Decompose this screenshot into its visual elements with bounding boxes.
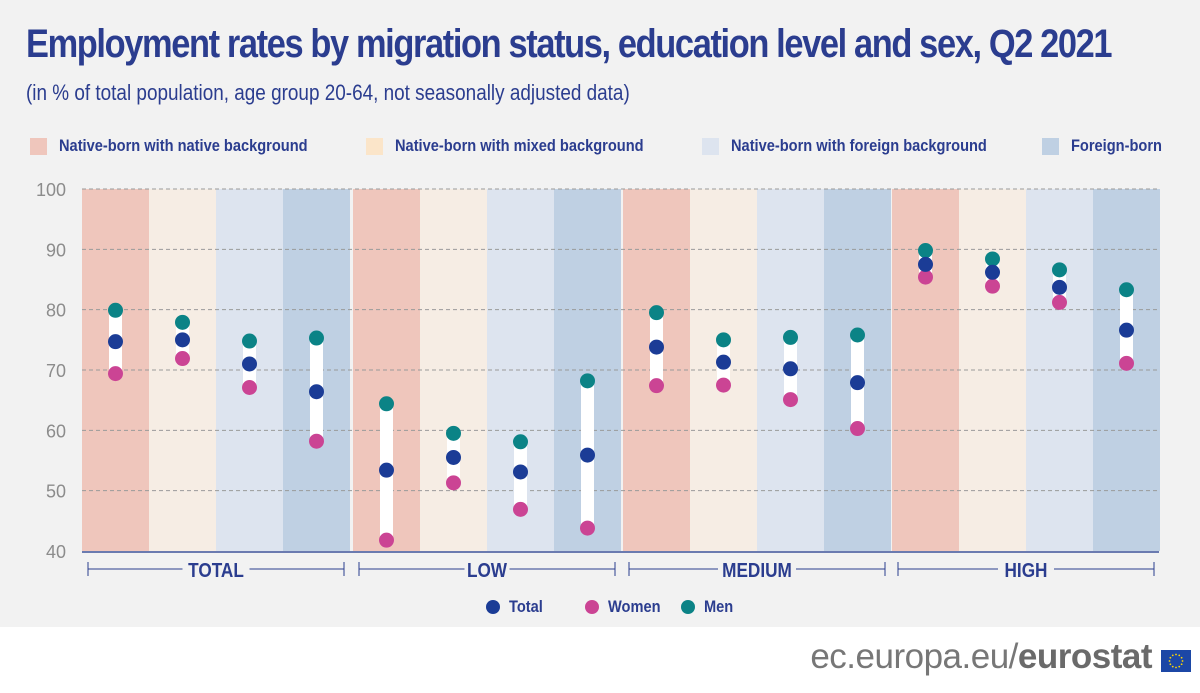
legend-label: Native-born with foreign background	[731, 136, 987, 155]
women-data-point	[783, 392, 798, 408]
legend-item-foreign-background: Native-born with foreign background	[702, 136, 1029, 156]
total-data-point	[716, 354, 731, 370]
women-data-point	[580, 520, 595, 536]
group-label-bg	[464, 561, 510, 577]
men-data-point	[580, 373, 595, 389]
total-data-point	[108, 334, 123, 350]
women-dot-icon	[585, 600, 599, 614]
legend-item-native-background: Native-born with native background	[30, 136, 348, 156]
legend-swatch	[702, 137, 719, 155]
men-data-point	[985, 251, 1000, 267]
legend-swatch	[366, 137, 383, 155]
url-brand: eurostat	[1017, 637, 1153, 676]
y-tick-label: 80	[46, 301, 66, 321]
y-tick-label: 90	[46, 240, 66, 260]
dot-range-chart: 40 50 60 70 80 90 100 TOTAL LOW MEDIUM HIGH	[36, 180, 1160, 582]
men-data-point	[783, 329, 798, 345]
men-data-point	[513, 434, 528, 450]
y-tick-label: 70	[46, 361, 66, 381]
men-data-point	[850, 327, 865, 343]
men-data-point	[242, 333, 257, 349]
total-data-point	[309, 384, 324, 400]
legend-label: Foreign-born	[1071, 136, 1162, 155]
total-data-point	[985, 264, 1000, 280]
total-dot-icon	[486, 600, 500, 614]
total-data-point	[1119, 322, 1134, 338]
total-data-point	[918, 256, 933, 272]
legend-label: Total	[509, 597, 543, 616]
legend-swatch	[30, 137, 47, 155]
total-data-point	[1052, 279, 1067, 295]
total-data-point	[446, 449, 461, 465]
y-tick-label: 60	[46, 421, 66, 441]
legend-label: Native-born with mixed background	[395, 136, 644, 155]
women-data-point	[446, 475, 461, 491]
y-tick-label: 50	[46, 482, 66, 502]
total-data-point	[850, 375, 865, 391]
men-data-point	[379, 396, 394, 412]
women-data-point	[513, 501, 528, 517]
total-data-point	[580, 447, 595, 463]
url-prefix: ec.europa.eu/	[810, 637, 1018, 676]
men-data-point	[1119, 282, 1134, 298]
women-data-point	[649, 378, 664, 394]
legend-label: Native-born with native background	[59, 136, 308, 155]
chart-title: Employment rates by migration status, ed…	[26, 22, 1113, 66]
legend-item-men: Men	[681, 597, 738, 617]
total-data-point	[783, 361, 798, 377]
category-legend: Native-born with native background Nativ…	[30, 136, 1170, 158]
legend-item-women: Women	[585, 597, 669, 617]
total-data-point	[379, 462, 394, 478]
women-data-point	[242, 379, 257, 395]
women-data-point	[108, 366, 123, 382]
men-data-point	[716, 332, 731, 348]
eurostat-url[interactable]: ec.europa.eu/eurostat	[810, 637, 1152, 677]
women-data-point	[175, 351, 190, 367]
men-data-point	[108, 302, 123, 318]
men-data-point	[309, 330, 324, 346]
legend-item-mixed-background: Native-born with mixed background	[366, 136, 684, 156]
legend-item-total: Total	[486, 597, 548, 617]
women-data-point	[309, 433, 324, 449]
group-label: HIGH	[1005, 559, 1048, 582]
women-data-point	[379, 532, 394, 548]
series-legend: Total Women Men	[0, 597, 1200, 619]
legend-label: Men	[704, 597, 734, 616]
total-data-point	[175, 332, 190, 348]
men-data-point	[918, 243, 933, 259]
men-data-point	[446, 425, 461, 441]
legend-swatch	[1042, 137, 1059, 155]
total-data-point	[242, 356, 257, 372]
women-data-point	[850, 421, 865, 437]
women-data-point	[985, 278, 1000, 294]
total-data-point	[649, 339, 664, 355]
men-dot-icon	[681, 600, 695, 614]
women-data-point	[1119, 355, 1134, 371]
women-data-point	[1052, 294, 1067, 310]
legend-item-foreign-born: Foreign-born	[1042, 136, 1177, 156]
women-data-point	[918, 269, 933, 285]
group-label-bg	[718, 561, 796, 577]
y-tick-label: 40	[46, 542, 66, 562]
total-data-point	[513, 464, 528, 480]
group-label: MEDIUM	[722, 559, 792, 582]
men-data-point	[175, 314, 190, 330]
group-label-bg	[998, 561, 1054, 577]
men-data-point	[1052, 262, 1067, 278]
footer: ec.europa.eu/eurostat	[0, 627, 1200, 693]
group-label: LOW	[467, 559, 507, 582]
men-data-point	[649, 305, 664, 321]
eu-flag-icon	[1161, 650, 1191, 672]
group-label-bg	[182, 561, 250, 577]
y-tick-label: 100	[36, 180, 66, 200]
women-data-point	[716, 377, 731, 393]
chart-subtitle: (in % of total population, age group 20-…	[26, 80, 630, 105]
group-label: TOTAL	[188, 559, 244, 582]
legend-label: Women	[608, 597, 661, 616]
